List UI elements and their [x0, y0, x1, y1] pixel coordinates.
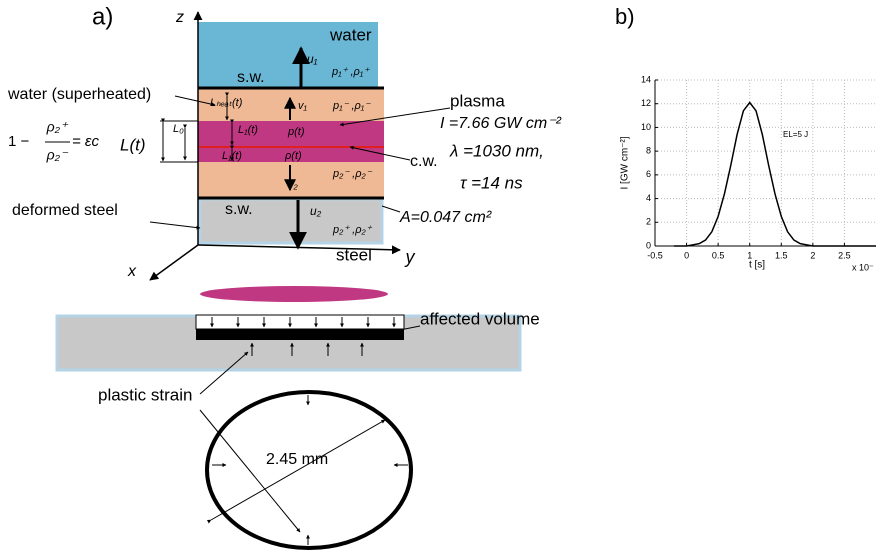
label: p₁⁺ ,ρ₁⁺ [331, 66, 370, 78]
label: p₂⁺ ,ρ₂⁺ [332, 224, 373, 236]
label: z [175, 9, 184, 26]
label: u₁ [307, 52, 318, 66]
label: steel [336, 245, 372, 264]
label: a) [92, 3, 113, 30]
label: ρ₂⁻ [46, 147, 69, 163]
label: L(t) [120, 135, 146, 154]
leader [381, 205, 401, 213]
x-tick-label: 2.5 [838, 250, 851, 260]
label: water [329, 25, 372, 44]
label: y [404, 247, 416, 267]
y-tick-label: 0 [646, 240, 651, 250]
labels: a) z y x water u₁ s.w. p₁⁺ ,ρ₁⁺ water (superheat… [7, 3, 562, 468]
label: λ =1030 nm, [449, 141, 544, 160]
label: u₂ [310, 204, 322, 218]
label: v₂ [288, 179, 299, 191]
label: ρ₂⁺ [46, 119, 69, 135]
plasma-spot [200, 286, 388, 302]
pressure-zone [195, 314, 405, 330]
leader [174, 95, 216, 107]
y-tick-label: 6 [646, 169, 651, 179]
x-tick-label: 1 [747, 250, 752, 260]
x-axis [149, 244, 199, 281]
affected-volume [196, 329, 404, 340]
leader [379, 325, 421, 335]
x-multiplier: x 10⁻ [852, 262, 874, 272]
label: v₁ [298, 100, 308, 112]
label: p₁⁻ ,ρ₁⁻ [332, 100, 371, 112]
y-axis-label: I [GW cm⁻²] [620, 136, 631, 189]
x-tick-label: 0.5 [712, 250, 725, 260]
label: plasma [450, 91, 505, 110]
x-tick-label: 1.5 [775, 250, 788, 260]
plasma-layer [198, 121, 384, 162]
x-tick-label: 0 [684, 250, 689, 260]
label: s.w. [225, 201, 253, 218]
label: Lₕₑₐₜ(t) [210, 97, 243, 109]
layers [149, 11, 451, 281]
deformation-sketch [55, 286, 522, 550]
label: s.w. [237, 69, 265, 86]
water-layer [198, 22, 378, 88]
x-tick-label: -0.5 [647, 250, 663, 260]
label: p(t) [287, 126, 305, 138]
x-axis-label: t [s] [749, 260, 765, 271]
y-tick-label: 2 [646, 217, 651, 227]
leader [339, 107, 451, 127]
label: I =7.66 GW cm⁻² [440, 115, 562, 132]
label: A=0.047 cm² [399, 209, 492, 226]
label: plastic strain [98, 385, 192, 404]
label: water (superheated) [7, 86, 151, 103]
y-tick-label: 8 [646, 146, 651, 156]
label: p₂⁻ ,ρ₂⁻ [332, 168, 373, 180]
leader [199, 351, 249, 395]
label: affected volume [420, 309, 540, 328]
y-tick-label: 12 [641, 98, 651, 108]
label: τ =14 ns [460, 173, 523, 192]
label: L₁(t) [222, 150, 242, 162]
label: L₀ [173, 123, 184, 135]
strain-circle [205, 390, 413, 550]
annotation: EL=5 J [783, 130, 808, 139]
label: 2.45 mm [266, 451, 328, 468]
label: 1 − [8, 133, 30, 150]
label: = εc [72, 133, 100, 150]
leader [149, 221, 201, 230]
label: x [127, 263, 137, 280]
label: c.w. [410, 153, 438, 170]
label: L₁(t) [238, 124, 258, 136]
x-tick-label: 2 [810, 250, 815, 260]
leader [199, 409, 301, 533]
line [673, 101, 876, 247]
y-tick-label: 4 [646, 193, 651, 203]
leader [349, 145, 411, 161]
y-tick-label: 14 [641, 74, 651, 84]
panel-label: b) [615, 4, 635, 29]
label: ρ(t) [284, 150, 302, 162]
diameter-line [206, 419, 386, 524]
label: deformed steel [12, 202, 118, 219]
pressure-arrows [210, 317, 396, 356]
y-tick-label: 10 [641, 122, 651, 132]
